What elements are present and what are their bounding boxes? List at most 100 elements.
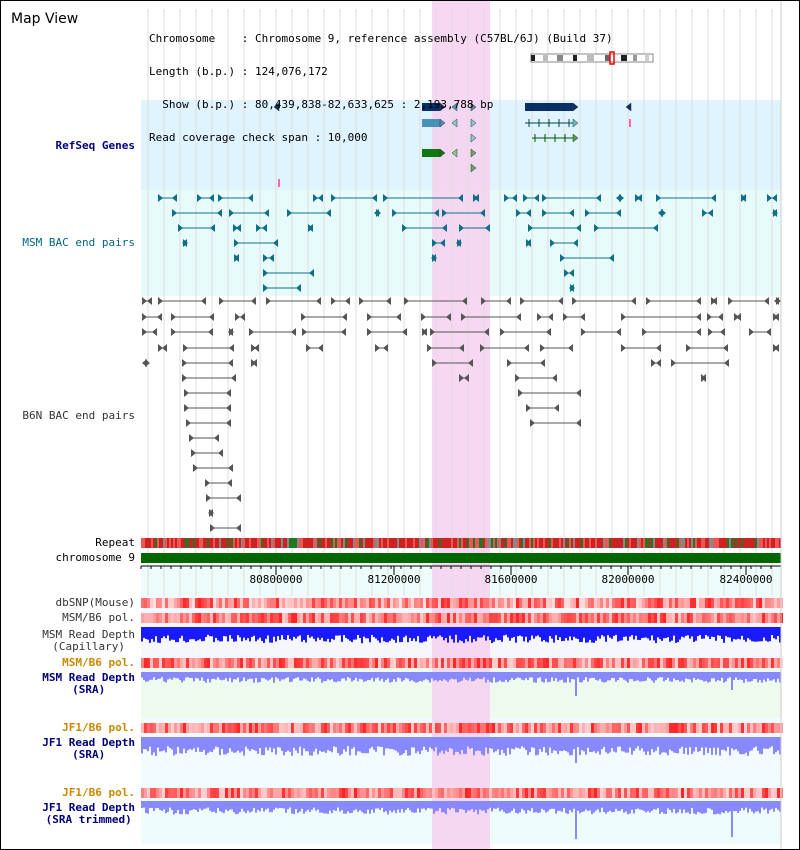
jf1-sra-depth-bar (305, 737, 307, 752)
msm-capillary-depth-bar (763, 627, 765, 638)
msm-capillary-depth-bar (673, 627, 675, 636)
msm-sra-depth-bar (745, 672, 747, 680)
jf1-b6-pol-trim-cell (411, 788, 414, 798)
msm-capillary-depth-bar (727, 627, 729, 638)
msm-sra-depth-bar (155, 672, 157, 681)
jf1-sra-depth-bar (427, 737, 429, 752)
track-label-jf1-depth-sra[interactable]: JF1 Read Depth (SRA) (42, 737, 135, 761)
msm-b6-pol-sra-cell (372, 658, 375, 668)
jf1-trim-depth-bar (645, 801, 647, 813)
jf1-b6-pol-trim-cell (489, 788, 492, 798)
track-label-msm-b6-pol-sra[interactable]: MSM/B6 pol. (62, 656, 135, 669)
msm-sra-depth-bar (517, 672, 519, 678)
jf1-trim-depth-bar (313, 801, 315, 808)
jf1-trim-depth-bar (301, 801, 303, 809)
msm-sra-depth-bar (583, 672, 585, 681)
repeat-segment (397, 538, 399, 548)
jf1-b6-pol-trim-cell (630, 788, 633, 798)
jf1-sra-depth-bar (279, 737, 281, 748)
track-label-b6n-bac[interactable]: B6N BAC end pairs (22, 409, 135, 422)
msm-sra-depth-bar (595, 672, 597, 680)
jf1-sra-depth-bar (331, 737, 333, 753)
repeat-segment (191, 538, 193, 548)
msm-b6-pol-cell (297, 613, 300, 623)
dbsnp-cell (231, 598, 234, 608)
jf1-b6-pol-trim-cell (765, 788, 768, 798)
dbsnp-cell (447, 598, 450, 608)
track-label-msm-b6-pol[interactable]: MSM/B6 pol. (62, 611, 135, 624)
msm-sra-depth-bar (655, 672, 657, 681)
msm-capillary-depth-bar (557, 627, 559, 641)
msm-b6-pol-cell (540, 613, 543, 623)
msm-sra-depth-bar (341, 672, 343, 679)
dbsnp-cell (450, 598, 453, 608)
repeat-segment (537, 538, 539, 548)
repeat-segment (385, 538, 387, 548)
repeat-segment (281, 538, 283, 548)
track-label-repeat[interactable]: Repeat (95, 536, 135, 549)
jf1-b6-pol-trim-cell (642, 788, 645, 798)
msm-sra-depth-bar (159, 672, 161, 679)
b6n-bac-pair-end (548, 313, 553, 321)
msm-b6-pol-sra-cell (240, 658, 243, 668)
jf1-sra-depth-bar (161, 737, 163, 752)
repeat-segment (333, 538, 335, 548)
jf1-sra-depth-bar (433, 737, 435, 752)
jf1-b6-pol-cell (615, 723, 618, 733)
msm-sra-depth-bar (559, 672, 561, 681)
jf1-trim-depth-bar (607, 801, 609, 812)
repeat-segment (573, 538, 575, 548)
jf1-b6-pol-cell (162, 723, 165, 733)
msm-b6-pol-cell (606, 613, 609, 623)
track-label-msm-depth-sra[interactable]: MSM Read Depth (SRA) (42, 672, 135, 696)
jf1-sra-depth-bar (273, 737, 275, 749)
msm-capillary-depth-bar (377, 627, 379, 641)
repeat-segment (471, 538, 473, 548)
jf1-sra-depth-bar (707, 737, 709, 753)
track-label-msm-bac[interactable]: MSM BAC end pairs (22, 236, 135, 249)
jf1-b6-pol-cell (306, 723, 309, 733)
msm-b6-pol-cell (597, 613, 600, 623)
jf1-trim-depth-bar (707, 801, 709, 809)
msm-b6-pol-sra-cell (603, 658, 606, 668)
b6n-bac-pair-end (396, 313, 401, 321)
repeat-segment (635, 538, 637, 548)
track-label-msm-depth-capillary[interactable]: MSM Read Depth (Capillary) (42, 629, 135, 653)
msm-bac-pair-end (772, 194, 777, 202)
msm-sra-depth-bar (273, 672, 275, 683)
repeat-segment (539, 538, 541, 548)
msm-sra-depth-bar (665, 672, 667, 680)
jf1-trim-depth-bar (585, 801, 587, 810)
jf1-b6-pol-trim-cell (423, 788, 426, 798)
jf1-b6-pol-cell (513, 723, 516, 733)
jf1-sra-depth-bar (673, 737, 675, 753)
track-label-jf1-b6-pol-trimmed[interactable]: JF1/B6 pol. (62, 786, 135, 799)
jf1-sra-depth-bar (169, 737, 171, 748)
repeat-segment (189, 538, 191, 548)
track-label-dbsnp[interactable]: dbSNP(Mouse) (55, 596, 135, 609)
track-label-refseq[interactable]: RefSeq Genes (55, 139, 135, 152)
msm-capillary-depth-bar (403, 627, 405, 638)
b6n-bac-pair-end (386, 297, 391, 305)
msm-sra-depth-bar (329, 672, 331, 681)
jf1-b6-pol-trim-cell (606, 788, 609, 798)
msm-bac-pair-end (569, 284, 574, 292)
jf1-sra-depth-bar (425, 737, 427, 750)
track-label-jf1-depth-trimmed-line1: JF1 Read Depth (42, 801, 135, 814)
dbsnp-cell (417, 598, 420, 608)
jf1-trim-depth-bar (277, 801, 279, 809)
msm-sra-depth-bar (629, 672, 631, 680)
track-label-jf1-b6-pol[interactable]: JF1/B6 pol. (62, 721, 135, 734)
jf1-sra-depth-bar (759, 737, 761, 754)
track-label-jf1-depth-trimmed[interactable]: JF1 Read Depth (SRA trimmed) (42, 802, 135, 826)
jf1-trim-depth-bar (753, 801, 755, 814)
track-label-chromosome[interactable]: chromosome 9 (55, 551, 135, 564)
jf1-trim-depth-bar (597, 801, 599, 810)
dbsnp-cell (732, 598, 735, 608)
msm-sra-depth-bar (151, 672, 153, 680)
msm-b6-pol-sra-cell (534, 658, 537, 668)
dbsnp-cell (543, 598, 546, 608)
msm-b6-pol-sra-cell (606, 658, 609, 668)
msm-sra-depth-bar (357, 672, 359, 682)
